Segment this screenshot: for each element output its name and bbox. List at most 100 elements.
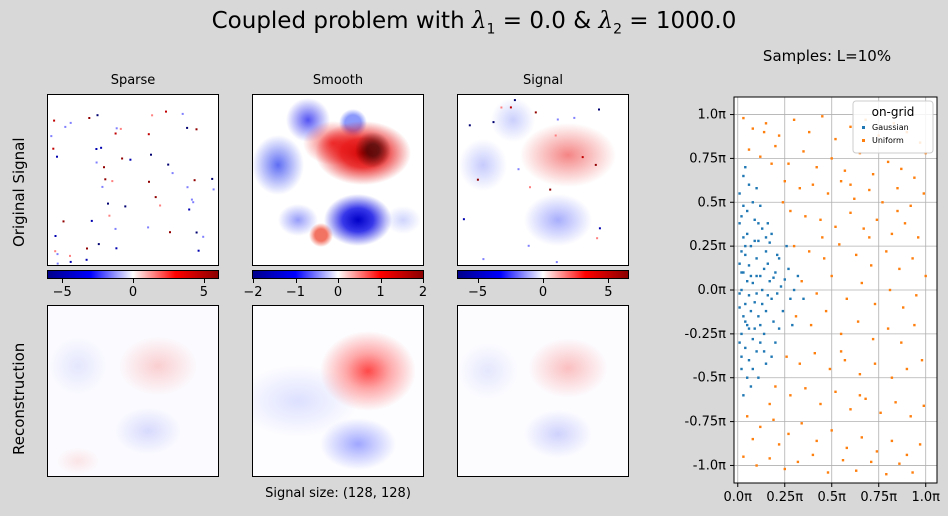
spike-pixel bbox=[596, 237, 599, 240]
scatter-point-gaussian bbox=[762, 350, 766, 353]
scatter-point-gaussian bbox=[755, 274, 758, 278]
plot-frame bbox=[733, 96, 938, 484]
scatter-point-uniform bbox=[900, 341, 903, 344]
spike-pixel bbox=[159, 204, 162, 207]
scatter-point-uniform bbox=[819, 402, 822, 406]
spike-pixel bbox=[186, 186, 189, 189]
spike-pixel bbox=[56, 253, 59, 256]
spike-pixel bbox=[50, 135, 53, 138]
scatter-point-uniform bbox=[918, 443, 922, 446]
scatter-point-gaussian bbox=[764, 309, 768, 313]
legend-box bbox=[852, 100, 934, 154]
scatter-point-gaussian bbox=[746, 209, 749, 213]
spike-pixel bbox=[103, 166, 105, 169]
spike-pixel bbox=[111, 180, 114, 183]
scatter-point-gaussian bbox=[755, 257, 758, 260]
scatter-point-uniform bbox=[808, 130, 811, 134]
sparse-original-image bbox=[47, 94, 219, 266]
scatter-point-gaussian bbox=[751, 201, 754, 204]
scatter-point-uniform bbox=[819, 218, 822, 221]
scatter-point-uniform bbox=[896, 187, 899, 190]
scatter-point-gaussian bbox=[751, 367, 754, 371]
spike-pixel bbox=[101, 185, 104, 188]
row-label-original: Original Signal bbox=[10, 137, 28, 247]
scatter-point-uniform bbox=[898, 267, 901, 271]
y-tick-label: 0.0π bbox=[697, 283, 726, 298]
spike-pixel bbox=[96, 114, 99, 117]
x-tick-label: 0.0π bbox=[724, 490, 753, 505]
scatter-point-uniform bbox=[870, 264, 873, 267]
x-tick-label: 0.5π bbox=[817, 490, 846, 505]
scatter-point-gaussian bbox=[770, 232, 773, 236]
scatter-point-uniform bbox=[783, 467, 786, 471]
spike-pixel bbox=[211, 177, 214, 180]
spike-pixel bbox=[97, 243, 100, 246]
colorbar-tick-label: −5 bbox=[468, 285, 488, 300]
scatter-point-gaussian bbox=[740, 215, 743, 218]
spike-pixel bbox=[64, 125, 67, 128]
spike-pixel bbox=[154, 196, 157, 199]
signal-original-image bbox=[457, 94, 629, 266]
spike-pixel bbox=[181, 112, 184, 115]
scatter-point-uniform bbox=[922, 404, 925, 407]
scatter-point-uniform bbox=[900, 167, 903, 171]
spike-pixel bbox=[573, 116, 576, 119]
spike-pixel bbox=[482, 258, 485, 261]
scatter-point-gaussian bbox=[764, 250, 768, 253]
column-title-smooth: Smooth bbox=[312, 73, 364, 88]
legend-entry-uniform: Uniform bbox=[872, 136, 904, 145]
spike-pixel bbox=[69, 260, 72, 263]
spike-pixel bbox=[147, 133, 150, 136]
scatter-point-gaussian bbox=[751, 281, 754, 285]
scatter-point-gaussian bbox=[747, 359, 751, 362]
scatter-point-gaussian bbox=[768, 280, 771, 283]
colorbar-tick-label: −2 bbox=[243, 285, 263, 300]
scatter-point-uniform bbox=[789, 209, 792, 213]
scatter-point-uniform bbox=[742, 116, 745, 120]
scatter-point-gaussian bbox=[796, 274, 800, 278]
scatter-point-gaussian bbox=[761, 227, 764, 230]
sparse-reconstruction-image bbox=[47, 305, 219, 477]
scatter-point-uniform bbox=[764, 122, 768, 125]
scatter-point-uniform bbox=[815, 166, 818, 169]
scatter-point-uniform bbox=[843, 169, 847, 172]
scatter-point-uniform bbox=[896, 209, 899, 213]
spike-pixel bbox=[555, 261, 558, 264]
scatter-point-uniform bbox=[781, 201, 785, 204]
scatter-point-uniform bbox=[746, 415, 749, 418]
scatter-point-gaussian bbox=[738, 292, 741, 295]
scatter-point-uniform bbox=[783, 180, 786, 183]
spike-pixel bbox=[52, 147, 55, 150]
spike-pixel bbox=[500, 106, 503, 109]
scatter-point-uniform bbox=[909, 204, 912, 207]
spike-pixel bbox=[554, 134, 557, 137]
scatter-point-uniform bbox=[826, 192, 830, 195]
scatter-point-uniform bbox=[849, 183, 852, 186]
scatter-point-gaussian bbox=[791, 323, 794, 327]
scatter-point-gaussian bbox=[776, 292, 779, 295]
scatter-point-uniform bbox=[762, 130, 766, 134]
scatter-point-uniform bbox=[755, 464, 758, 467]
scatter-point-uniform bbox=[845, 446, 848, 450]
scatter-point-uniform bbox=[868, 188, 871, 192]
spike-pixel bbox=[69, 254, 71, 257]
spike-pixel bbox=[69, 121, 72, 124]
spike-pixel bbox=[581, 156, 584, 159]
scatter-point-uniform bbox=[924, 274, 927, 278]
spike-pixel bbox=[517, 168, 520, 171]
spike-pixel bbox=[54, 250, 57, 253]
scatter-point-uniform bbox=[742, 455, 745, 458]
spike-pixel bbox=[121, 157, 124, 160]
colorbar-tick-mark bbox=[253, 279, 254, 283]
scatter-point-uniform bbox=[800, 422, 803, 425]
spike-pixel bbox=[492, 121, 495, 124]
spike-pixel bbox=[598, 108, 600, 111]
scatter-point-gaussian bbox=[744, 302, 747, 306]
scatter-point-gaussian bbox=[742, 236, 745, 239]
spike-pixel bbox=[124, 205, 127, 208]
scatter-point-uniform bbox=[794, 315, 798, 318]
scatter-point-gaussian bbox=[762, 332, 766, 336]
scatter-point-uniform bbox=[920, 359, 924, 362]
scatter-point-gaussian bbox=[766, 294, 769, 297]
spike-pixel bbox=[476, 178, 479, 181]
